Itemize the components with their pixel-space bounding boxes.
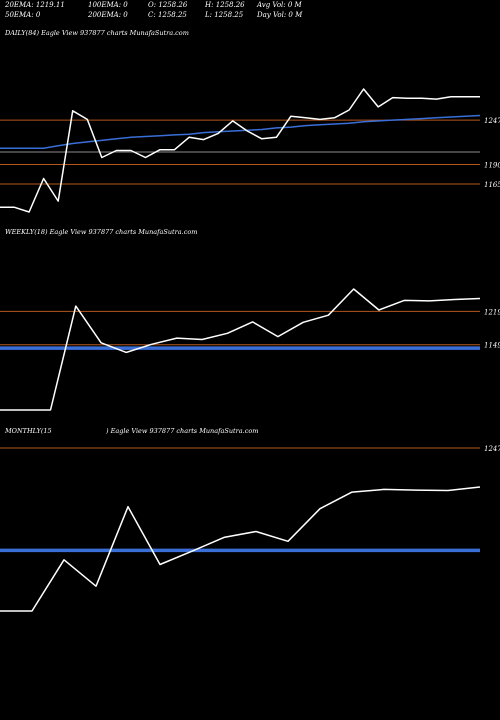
header-200ema: 200EMA: 0 — [88, 11, 128, 19]
weekly-panel-label: WEEKLY(18) Eagle View 937877 charts Muna… — [5, 228, 198, 236]
header-50ema: 50EMA: 0 — [5, 11, 41, 19]
header-close: C: 1258.25 — [148, 11, 187, 19]
daily-level-label-0: 1247 — [484, 117, 500, 125]
header-open: O: 1258.26 — [148, 1, 188, 9]
weekly-level-label-0: 1219 — [484, 308, 500, 316]
header-avg-vol: Avg Vol: 0 M — [257, 1, 302, 9]
monthly-level-label-0: 1247 — [484, 445, 500, 453]
header-high: H: 1258.26 — [205, 1, 245, 9]
daily-level-label-2: 1190 — [484, 162, 500, 170]
monthly-panel-label-left: MONTHLY(15 — [5, 427, 52, 435]
daily-panel-label: DAILY(84) Eagle View 937877 charts Munaf… — [5, 29, 189, 37]
header-100ema: 100EMA: 0 — [88, 1, 128, 9]
monthly-price-line — [0, 486, 481, 612]
header-day-vol: Day Vol: 0 M — [257, 11, 303, 19]
header-low: L: 1258.25 — [205, 11, 244, 19]
monthly-panel-label-right: ) Eagle View 937877 charts MunafaSutra.c… — [106, 427, 259, 435]
weekly-price-line — [0, 288, 481, 411]
daily-price-line — [0, 88, 480, 213]
daily-level-label-1: 1165 — [484, 181, 500, 189]
weekly-level-label-1: 1149 — [484, 342, 500, 350]
daily-ema-line — [0, 114, 481, 149]
header-20ema: 20EMA: 1219.11 — [5, 1, 65, 9]
